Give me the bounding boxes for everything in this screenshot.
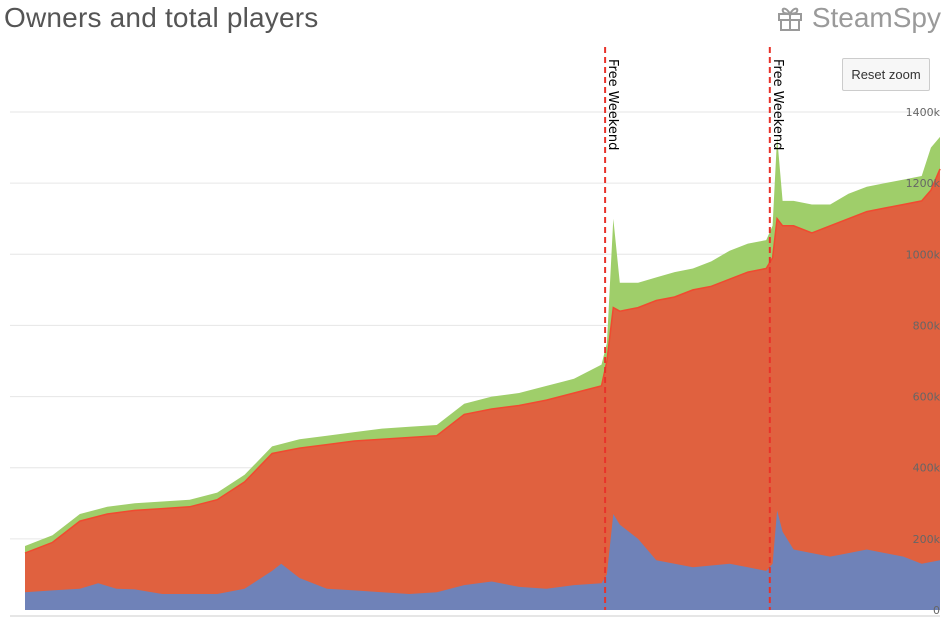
reset-zoom-button[interactable]: Reset zoom bbox=[842, 58, 930, 91]
y-tick-label: 1200k bbox=[906, 177, 941, 190]
y-tick-label: 1400k bbox=[906, 106, 941, 119]
annotation-markers: Free Weekend Free Weekend bbox=[604, 47, 785, 610]
y-tick-label: 200k bbox=[913, 533, 941, 546]
y-tick-label: 600k bbox=[913, 391, 941, 404]
y-tick-label: 1000k bbox=[906, 248, 941, 261]
y-axis-ticks: 0 200k 400k 600k 800k 1000k 1200k 1400k bbox=[906, 106, 941, 617]
gift-icon bbox=[777, 7, 802, 31]
owners-line bbox=[24, 168, 941, 554]
series-areas bbox=[24, 136, 941, 610]
blue-area bbox=[25, 510, 940, 610]
y-tick-label: 0 bbox=[933, 604, 940, 617]
owners-area bbox=[25, 168, 940, 610]
free-weekend-label: Free Weekend bbox=[770, 59, 785, 150]
y-tick-label: 800k bbox=[913, 319, 941, 332]
free-weekend-label: Free Weekend bbox=[605, 59, 620, 150]
brand-logo[interactable]: SteamSpy bbox=[776, 2, 941, 34]
y-tick-label: 400k bbox=[913, 462, 941, 475]
chart-title: Owners and total players bbox=[4, 2, 319, 33]
brand-name: SteamSpy bbox=[811, 2, 941, 33]
